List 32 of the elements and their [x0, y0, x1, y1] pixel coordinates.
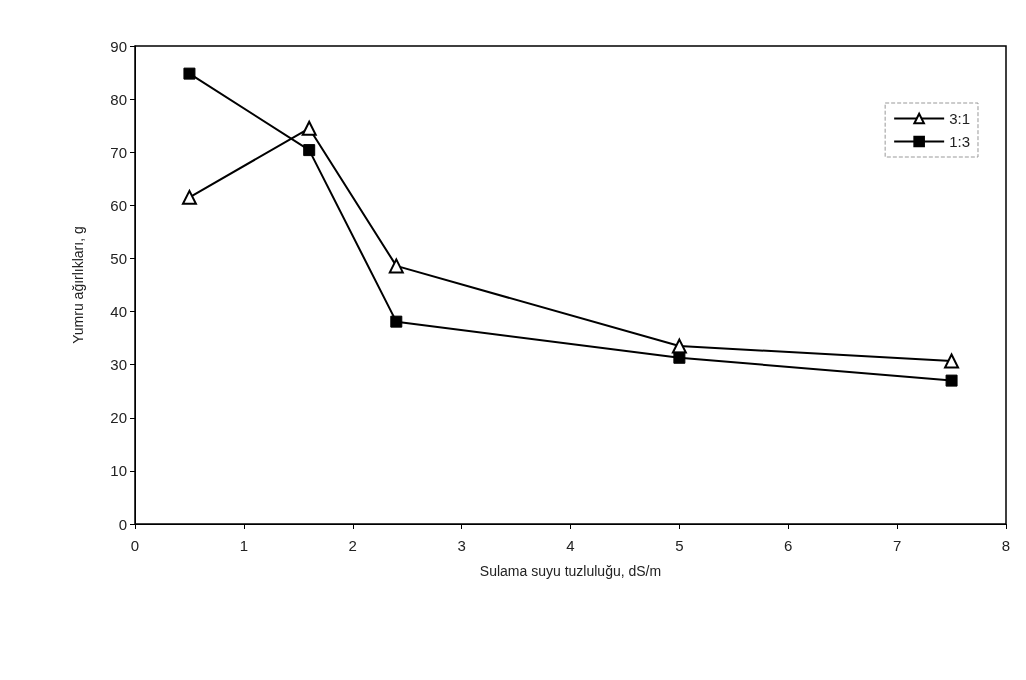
x-tick-label: 3 — [457, 537, 466, 554]
y-tick-label: 10 — [110, 462, 127, 480]
y-tick-label: 30 — [110, 356, 127, 374]
y-tick-label: 90 — [110, 37, 127, 55]
point — [673, 351, 686, 364]
x-tick-label: 2 — [348, 537, 357, 554]
y-tick-label: 0 — [118, 515, 127, 533]
point — [945, 374, 958, 387]
y-tick-label: 60 — [110, 196, 127, 214]
x-tick-label: 1 — [239, 537, 249, 554]
y-axis-title: Yumru ağırlıkları, g — [70, 226, 86, 344]
point — [388, 258, 404, 274]
x-tick-label: 5 — [675, 537, 684, 554]
legend-label: 1:3 — [949, 133, 971, 150]
point — [303, 144, 316, 157]
x-tick-label: 6 — [784, 537, 793, 554]
x-tick-label: 8 — [1001, 537, 1011, 554]
y-tick-label: 70 — [110, 143, 127, 161]
x-tick-label: 4 — [566, 537, 575, 554]
point — [181, 189, 197, 205]
y-tick-label: 50 — [110, 249, 127, 267]
y-tick-label: 80 — [110, 90, 127, 108]
x-axis-title: Sulama suyu tuzluluğu, dS/m — [479, 563, 662, 579]
legend-label: 3:1 — [949, 110, 971, 127]
point — [301, 120, 317, 136]
y-tick-label: 20 — [110, 409, 127, 427]
point — [183, 67, 196, 80]
point — [944, 353, 960, 369]
point — [390, 315, 403, 328]
y-tick-label: 40 — [110, 303, 127, 321]
x-tick-label: 0 — [130, 537, 140, 554]
x-tick-label: 7 — [892, 537, 902, 554]
